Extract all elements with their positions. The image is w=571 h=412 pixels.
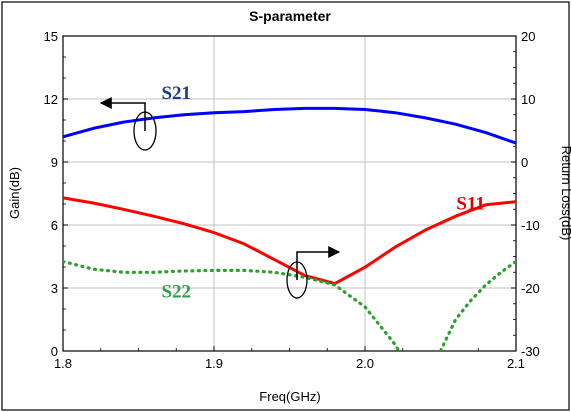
x-axis-label: Freq(GHz) (259, 389, 320, 404)
series-label-s21: S21 (161, 83, 191, 104)
y-right-tick-label: 10 (521, 92, 535, 107)
s21-axis-indicator (99, 97, 157, 151)
grid (63, 36, 516, 351)
y-right-tick-label: 20 (521, 29, 535, 44)
y-right-axis-label: Return Loss(dB) (559, 146, 571, 241)
series-label-s11: S11 (456, 193, 485, 214)
chart-title: S-parameter (249, 8, 331, 24)
y-left-tick-label: 0 (51, 344, 58, 359)
x-tick-label: 1.9 (205, 356, 223, 371)
y-right-tick-label: -20 (521, 281, 540, 296)
x-tick-label: 2.1 (507, 356, 525, 371)
x-tick-label: 1.8 (54, 356, 72, 371)
series-line-s22 (63, 259, 516, 351)
x-axis-ticks: 1.8 1.9 2.0 2.1 (54, 346, 525, 371)
series-label-s22: S22 (161, 281, 191, 302)
series-line-s21 (63, 106, 516, 145)
y-left-axis-ticks: 0 3 6 9 12 15 (44, 29, 68, 359)
s11-arrow (296, 246, 341, 280)
y-right-tick-label: -30 (521, 344, 540, 359)
y-left-tick-label: 9 (51, 155, 58, 170)
y-left-tick-label: 15 (44, 29, 58, 44)
y-right-tick-label: 0 (521, 155, 528, 170)
y-left-axis-label: Gain(dB) (7, 167, 22, 219)
s21-arrow (99, 97, 146, 131)
annotation-layer: S21 S11 S22 (161, 83, 485, 302)
x-tick-label: 2.0 (356, 356, 374, 371)
s11-axis-indicator (286, 246, 341, 299)
y-left-tick-label: 3 (51, 281, 58, 296)
y-right-tick-label: -10 (521, 218, 540, 233)
y-left-tick-label: 6 (51, 218, 58, 233)
y-right-axis-ticks: -30 -20 -10 0 10 20 (511, 29, 540, 359)
y-left-tick-label: 12 (44, 92, 58, 107)
